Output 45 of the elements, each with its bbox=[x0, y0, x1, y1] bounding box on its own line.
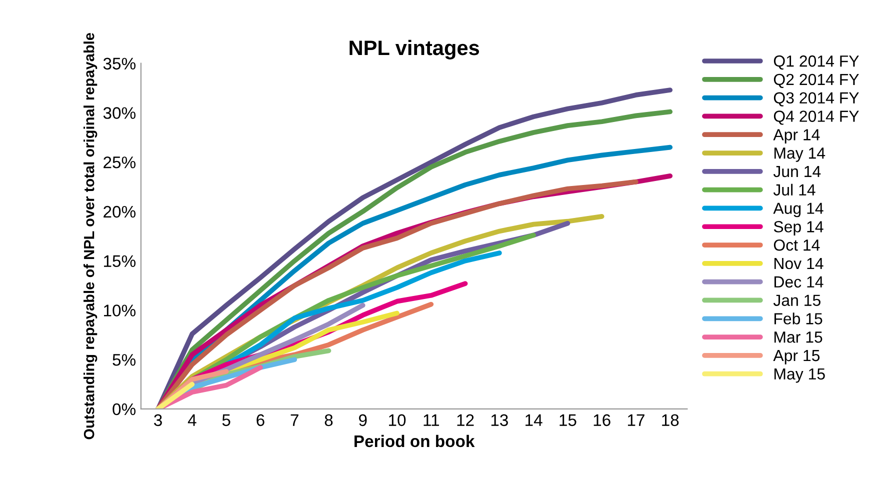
y-tick-label: 0% bbox=[112, 403, 136, 416]
chart-title: NPL vintages bbox=[350, 40, 480, 60]
y-tick-label: 25% bbox=[104, 156, 136, 168]
x-tick-label: 17 bbox=[628, 414, 644, 426]
legend-label: Aug 14 bbox=[773, 202, 824, 218]
x-tick-label: 8 bbox=[324, 414, 333, 426]
legend-label: Mar 15 bbox=[774, 332, 822, 343]
legend-label: May 14 bbox=[774, 148, 826, 162]
x-tick-label: 11 bbox=[424, 414, 439, 426]
y-tick-label: 15% bbox=[104, 255, 136, 268]
x-tick-label: 3 bbox=[154, 414, 162, 426]
x-tick-label: 18 bbox=[662, 414, 679, 426]
x-tick-label: 4 bbox=[188, 414, 196, 426]
x-tick-label: 5 bbox=[222, 414, 230, 426]
legend-label: Q1 2014 FY bbox=[774, 55, 859, 70]
legend-label: Jun 14 bbox=[773, 166, 821, 178]
legend-label: Q4 2014 FY bbox=[774, 110, 859, 125]
x-tick-label: 16 bbox=[594, 414, 610, 426]
y-axis-title: Outstanding repayable of NPL over total original repayable bbox=[84, 32, 98, 440]
x-tick-label: 14 bbox=[526, 414, 542, 426]
legend-label: Apr 15 bbox=[773, 350, 820, 364]
y-tick-label: 5% bbox=[112, 354, 136, 366]
x-tick-label: 7 bbox=[290, 414, 298, 426]
x-tick-label: 9 bbox=[359, 414, 367, 426]
legend-label: Jul 14 bbox=[773, 184, 816, 196]
legend-label: Apr 14 bbox=[773, 129, 820, 144]
x-tick-label: 10 bbox=[389, 414, 406, 426]
y-tick-label: 20% bbox=[104, 206, 136, 218]
legend-label: Dec 14 bbox=[774, 276, 824, 288]
legend-label: Nov 14 bbox=[774, 258, 824, 270]
legend-label: Jan 15 bbox=[773, 294, 820, 306]
legend-label: May 15 bbox=[774, 368, 825, 383]
x-tick-label: 15 bbox=[560, 414, 576, 426]
x-tick-label: 12 bbox=[457, 414, 474, 426]
legend-label: Q2 2014 FY bbox=[774, 74, 859, 88]
y-tick-label: 30% bbox=[103, 107, 136, 119]
x-axis-title: Period on book bbox=[354, 434, 475, 448]
y-tick-label: 35% bbox=[103, 58, 136, 70]
x-tick-label: 6 bbox=[256, 414, 264, 426]
x-tick-label: 13 bbox=[491, 414, 508, 426]
legend-label: Sep 14 bbox=[774, 221, 824, 236]
legend-label: Feb 15 bbox=[774, 312, 822, 324]
legend-label: Q3 2014 FY bbox=[774, 92, 859, 106]
y-tick-label: 10% bbox=[104, 304, 136, 316]
legend-label: Oct 14 bbox=[774, 239, 820, 251]
